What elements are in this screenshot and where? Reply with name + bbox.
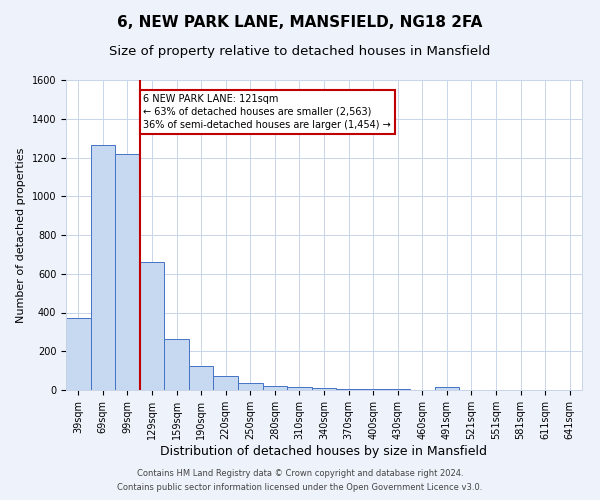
Bar (164, 338, 189, 390)
Text: Contains public sector information licensed under the Open Government Licence v3: Contains public sector information licen… (118, 484, 482, 492)
Bar (140, 262, 164, 390)
Bar (115, 154, 140, 390)
Text: 6, NEW PARK LANE, MANSFIELD, NG18 2FA: 6, NEW PARK LANE, MANSFIELD, NG18 2FA (118, 15, 482, 30)
X-axis label: Distribution of detached houses by size in Mansfield: Distribution of detached houses by size … (161, 444, 487, 458)
Bar (287, 387, 312, 390)
Bar (361, 389, 385, 390)
Bar (189, 366, 214, 390)
Text: Size of property relative to detached houses in Mansfield: Size of property relative to detached ho… (109, 45, 491, 58)
Bar (91, 145, 115, 390)
Y-axis label: Number of detached properties: Number of detached properties (16, 148, 26, 322)
Bar (434, 386, 459, 390)
Text: Contains HM Land Registry data © Crown copyright and database right 2024.: Contains HM Land Registry data © Crown c… (137, 468, 463, 477)
Bar (263, 386, 287, 390)
Bar (312, 388, 336, 390)
Bar (66, 318, 91, 390)
Bar (336, 388, 361, 390)
Bar (214, 376, 238, 390)
Text: 6 NEW PARK LANE: 121sqm
← 63% of detached houses are smaller (2,563)
36% of semi: 6 NEW PARK LANE: 121sqm ← 63% of detache… (143, 94, 391, 130)
Bar (238, 382, 263, 390)
